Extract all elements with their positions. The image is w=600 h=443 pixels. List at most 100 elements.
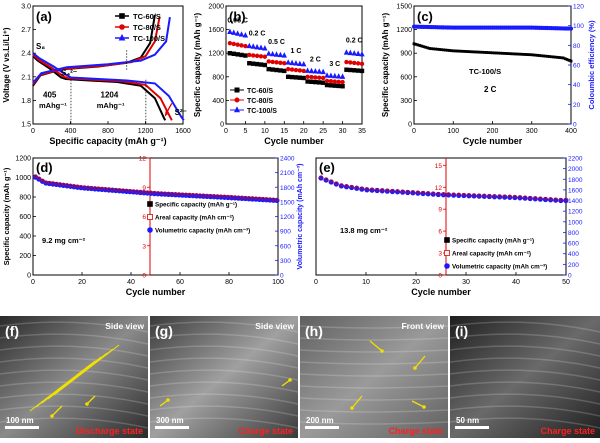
panel-b-point-TC-80/S [332, 79, 337, 84]
panel-e-xtick-label: 30 [462, 279, 470, 286]
panel-c-annotation: TC-100/S [469, 67, 501, 76]
panel-b-xlabel: Cycle number [264, 136, 324, 146]
micrograph-texture [0, 417, 149, 429]
micrograph-texture [149, 345, 299, 357]
panel-b-point-TC-100/S [332, 72, 338, 79]
panel-d-xtick-label: 100 [272, 279, 284, 286]
panel-c-ytick-label: 600 [400, 74, 412, 81]
micrograph-scalebar [305, 426, 339, 429]
panel-e-volumetric-point [354, 185, 360, 191]
panel-e-volumetric-point [343, 184, 350, 190]
micrograph-texture [149, 393, 299, 405]
panel-c-capacity-point [569, 59, 573, 63]
micrograph-state: Charge state [388, 426, 443, 436]
panel-b-point-TC-100/S [316, 68, 322, 74]
panel-b-point-TC-80/S [313, 75, 318, 80]
panel-e-areal-point [543, 196, 548, 201]
panel-e-volumetric-point [379, 188, 385, 194]
panel-b-point-TC-100/S [269, 50, 276, 57]
panel-d-ytick-label: 400 [19, 234, 31, 241]
panel-e-areal-point [533, 196, 537, 200]
micrograph-view: Side view [255, 321, 294, 331]
panel-d-xtick-label: 40 [127, 279, 135, 286]
panel-e-volumetric-point [553, 197, 559, 203]
panel-e-volumetric-point [496, 194, 503, 200]
micrograph-texture [449, 381, 600, 393]
panel-b-point-TC-100/S [297, 60, 303, 66]
micrograph-h: (h) Front view 200 nm Charge state [299, 316, 449, 438]
panel-b-point-TC-60/S [332, 83, 337, 88]
panel-b-point-TC-100/S [250, 43, 256, 49]
panel-b-point-TC-100/S [285, 59, 291, 65]
panel-e-y2tick-label: 1200 [568, 209, 583, 216]
panel-d-areal-tick-label: 0 [142, 273, 146, 280]
panel-b-legend-label: TC-100/S [247, 108, 277, 115]
panel-e-areal-point [400, 189, 405, 193]
panel-e-y2tick-label: 800 [568, 230, 579, 237]
micrograph-texture [149, 321, 299, 333]
micrograph-texture [449, 333, 600, 345]
panel-e-xtick-label: 10 [362, 279, 370, 286]
panel-e-areal-tick-label: 6 [438, 229, 442, 236]
panel-b-point-TC-80/S [352, 60, 357, 66]
panel-c-y2tick-label: 20 [573, 102, 581, 109]
micrograph-texture [449, 417, 600, 429]
panel-a-annotation: mAhg⁻¹ [39, 101, 67, 110]
panel-e-xlabel: Cycle number [411, 287, 471, 297]
panel-c-ytick-label: 1200 [396, 27, 412, 34]
panel-a-xlabel: Specific capacity (mAh g⁻¹) [49, 136, 166, 146]
panel-e-volumetric-point [425, 191, 431, 197]
panel-a-ytick-label: 1.8 [21, 98, 31, 105]
panel-b-point-TC-100/S [293, 60, 299, 66]
panel-b-point-TC-60/S [278, 68, 283, 73]
micrograph-arrow-head [350, 406, 354, 410]
panel-d-legend-marker [147, 201, 153, 207]
panel-b-point-TC-60/S [254, 61, 260, 67]
micrograph-tag: (g) [155, 323, 173, 339]
micrograph-i: (i) 50 nm Charge state [449, 316, 600, 438]
panel-a-xtick-label: 400 [65, 128, 77, 135]
panel-e-xtick-label: 0 [314, 279, 318, 286]
panel-e-areal-point [319, 175, 323, 179]
micrograph-view: Side view [105, 321, 144, 331]
panel-b-ytick-label: 800 [212, 74, 224, 81]
panel-e-volumetric-point [558, 197, 564, 204]
micrograph-arrow-head [166, 398, 170, 402]
panel-e-volumetric-point [547, 197, 554, 203]
panel-d-legend-label: Volumetric capacity (mAh cm⁻³) [155, 228, 250, 235]
panel-c-y2tick-label: 60 [573, 63, 581, 70]
panel-b-point-TC-60/S [301, 75, 306, 81]
micrograph-arrow-head [413, 366, 417, 370]
panel-b-point-TC-80/S [289, 67, 295, 72]
panel-e-areal-point [487, 193, 492, 198]
panel-a-discharge-TC-80/S [32, 53, 173, 121]
panel-b-rate-label: 0.5 C [268, 39, 285, 46]
panel-b-point-TC-80/S [297, 68, 303, 73]
panel-e-areal-point [349, 184, 354, 189]
micrograph-scalebar [455, 426, 489, 429]
panel-c-xtick-label: 300 [526, 128, 538, 135]
panel-b-point-TC-60/S [262, 62, 268, 68]
panel-b-point-TC-100/S [355, 50, 361, 56]
panel-e-areal-tick-label: 9 [438, 207, 442, 214]
micrograph-arrow [351, 395, 363, 409]
panel-d-y2tick-label: 2100 [280, 170, 295, 177]
panel-e-areal-point [553, 197, 558, 201]
micrograph-arrow [51, 405, 63, 417]
panel-b-point-TC-100/S [277, 51, 284, 58]
panel-d-y2label: Volumetric capacity (mAh cm⁻³) [297, 164, 304, 270]
panel-e-areal-point [416, 190, 420, 194]
micrograph-arrow-head [85, 402, 89, 406]
panel-e-areal-point [385, 188, 390, 192]
panel-d-areal-point [33, 174, 38, 178]
panel-e-volumetric-point [471, 193, 477, 199]
panel-e-areal-point [334, 181, 339, 185]
panel-e-volumetric-point [517, 195, 523, 201]
panel-e-areal-point [538, 196, 543, 200]
micrograph-texture [149, 369, 299, 381]
panel-d-volumetric-point [274, 197, 280, 204]
micrograph-arrow-head [422, 405, 426, 409]
micrograph-texture [0, 321, 149, 333]
